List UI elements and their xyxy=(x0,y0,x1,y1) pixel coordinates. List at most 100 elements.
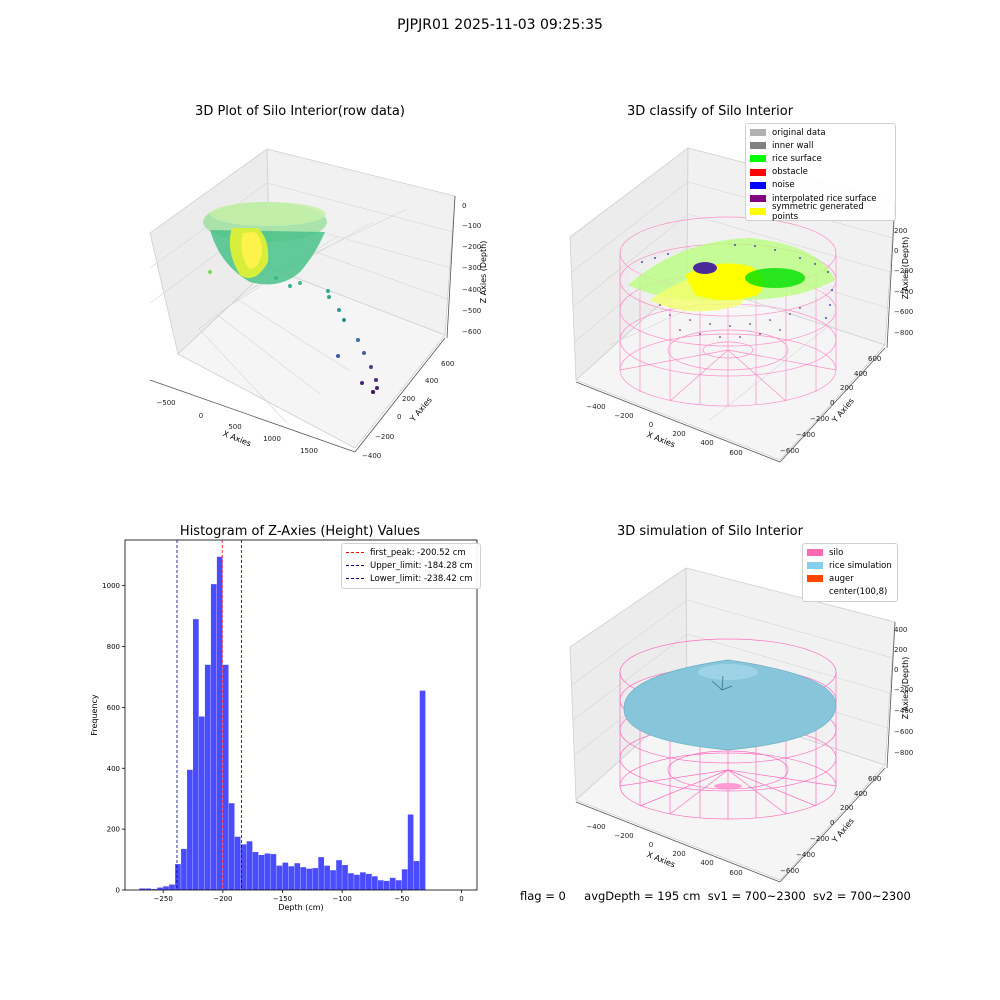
legend-label: auger xyxy=(829,573,854,584)
histogram-bar xyxy=(377,880,384,890)
legend-swatch xyxy=(807,589,823,596)
legend-swatch xyxy=(750,195,766,203)
simulation-ztick: 200 xyxy=(894,646,907,654)
histogram-title: Histogram of Z-Axies (Height) Values xyxy=(179,524,421,539)
y-tick-label: 200 xyxy=(107,826,120,834)
histogram-legend: first_peak: -200.52 cm Upper_limit: -184.… xyxy=(341,543,481,589)
simulation-xtick: 600 xyxy=(729,869,742,877)
histogram-bar xyxy=(282,862,289,890)
legend-label: noise xyxy=(772,180,795,191)
legend-swatch xyxy=(750,208,766,216)
y-tick-label: 0 xyxy=(116,887,120,895)
classify-ytick: 200 xyxy=(840,384,853,392)
simulation-xtick: 0 xyxy=(649,841,653,849)
legend-label: obstacle xyxy=(772,167,808,178)
legend-entry: obstacle xyxy=(750,166,891,179)
classify-xtick: −400 xyxy=(586,403,605,411)
histogram-bar xyxy=(252,851,259,890)
classify-point-cloud xyxy=(628,238,835,338)
avg-depth-text: avgDepth = 195 cm xyxy=(584,889,701,903)
histogram-bar xyxy=(175,864,181,890)
raw-ytick: −400 xyxy=(362,452,381,460)
histogram-bar xyxy=(288,866,295,890)
y-tick-label: 600 xyxy=(107,704,120,712)
classify-3d-axes: −400 −200 0 200 400 600 −600 −400 −200 0… xyxy=(569,147,913,463)
classify-xtick: −200 xyxy=(614,412,633,420)
legend-label: rice surface xyxy=(772,153,822,164)
simulation-plot-title: 3D simulation of Silo Interior xyxy=(617,524,803,539)
legend-entry: Lower_limit: -238.42 cm xyxy=(346,572,476,585)
classify-panel: 3D classify of Silo Interior xyxy=(500,0,1000,500)
histogram-bar xyxy=(181,848,187,890)
histogram-bar xyxy=(151,889,157,890)
flag-text: flag = 0 xyxy=(520,889,566,903)
histogram-bar xyxy=(210,584,217,890)
classify-ztick: 0 xyxy=(894,247,898,255)
histogram-bar xyxy=(324,865,330,890)
histogram-bar xyxy=(366,873,372,890)
classify-xtick: 0 xyxy=(649,421,653,429)
simulation-ztick: 400 xyxy=(894,626,907,634)
legend-entry: inner wall xyxy=(750,139,891,152)
legend-entry: rice surface xyxy=(750,152,891,165)
classify-ytick: −200 xyxy=(810,415,829,423)
simulation-ztick: −400 xyxy=(894,707,913,715)
x-tick-label: −200 xyxy=(213,895,232,903)
legend-line-swatch xyxy=(346,565,364,567)
y-tick-label: 1000 xyxy=(102,582,120,590)
histogram-bar xyxy=(300,867,307,890)
classify-ztick: −600 xyxy=(894,308,913,316)
raw-data-cloud xyxy=(203,202,379,394)
simulation-ztick: −600 xyxy=(894,728,913,736)
classify-ztick: −200 xyxy=(894,267,913,275)
histogram-bar xyxy=(389,877,396,890)
legend-swatch xyxy=(807,562,823,570)
simulation-ytick: −400 xyxy=(796,851,815,859)
simulation-panel: 3D simulation of Silo Interior xyxy=(500,500,1000,1000)
histogram-bar xyxy=(169,884,175,890)
classify-z-axis-label: Z Axies (Depth) xyxy=(901,237,910,300)
classify-ztick: 200 xyxy=(894,227,907,235)
raw-ztick-labels: 0 −100 −200 −300 −400 −500 −600 xyxy=(462,202,481,336)
histogram-bar xyxy=(371,876,378,890)
legend-entry: rice simulation xyxy=(807,559,893,572)
simulation-ztick: −200 xyxy=(894,686,913,694)
classify-legend: original data inner wall rice surface obsta… xyxy=(745,123,896,222)
reference-lines xyxy=(176,540,243,890)
raw-ytick-labels: −400 −200 0 200 400 600 xyxy=(362,360,454,460)
histogram-bar xyxy=(276,865,283,890)
legend-entry: silo xyxy=(807,546,893,559)
histogram-bar xyxy=(246,841,253,890)
histogram-bar xyxy=(383,880,390,890)
simulation-legend: silo rice simulation auger center(100,8) xyxy=(802,543,898,602)
histogram-bar xyxy=(228,803,235,890)
histogram-bar xyxy=(157,887,163,890)
raw-xtick: 500 xyxy=(228,423,241,431)
histogram-bar xyxy=(193,619,199,890)
legend-label: first_peak: -200.52 cm xyxy=(370,547,466,558)
legend-entry: original data xyxy=(750,126,891,139)
raw-ytick: 0 xyxy=(397,413,401,421)
histogram-frame xyxy=(124,539,478,891)
classify-plot-title: 3D classify of Silo Interior xyxy=(626,104,794,119)
raw-ztick: −100 xyxy=(462,222,481,230)
histogram-y-axis-label: Frequency xyxy=(90,694,99,736)
legend-swatch xyxy=(807,575,823,583)
simulation-xtick: 200 xyxy=(672,850,685,858)
histogram-bar xyxy=(360,872,366,890)
rice-simulation-surface xyxy=(623,659,837,789)
simulation-ytick: 400 xyxy=(854,790,867,798)
legend-swatch xyxy=(807,549,823,557)
simulation-ztick: −800 xyxy=(894,749,913,757)
histogram-bar xyxy=(234,836,241,890)
histogram-panel: Histogram of Z-Axies (Height) Values −25… xyxy=(0,500,500,1000)
legend-label: interpolated rice surface xyxy=(772,193,877,204)
simulation-z-axis-label: Z Axies (Depth) xyxy=(901,657,910,720)
legend-label: symmetric generated points xyxy=(772,201,864,222)
histogram-xticks: −250 −200 −150 −100 −50 0 xyxy=(154,890,464,903)
raw-ztick: 0 xyxy=(462,202,466,210)
legend-label: Lower_limit: -238.42 cm xyxy=(370,573,473,584)
histogram-bar xyxy=(198,716,205,890)
raw-axis-lines xyxy=(149,195,456,453)
classify-ztick: −400 xyxy=(894,288,913,296)
